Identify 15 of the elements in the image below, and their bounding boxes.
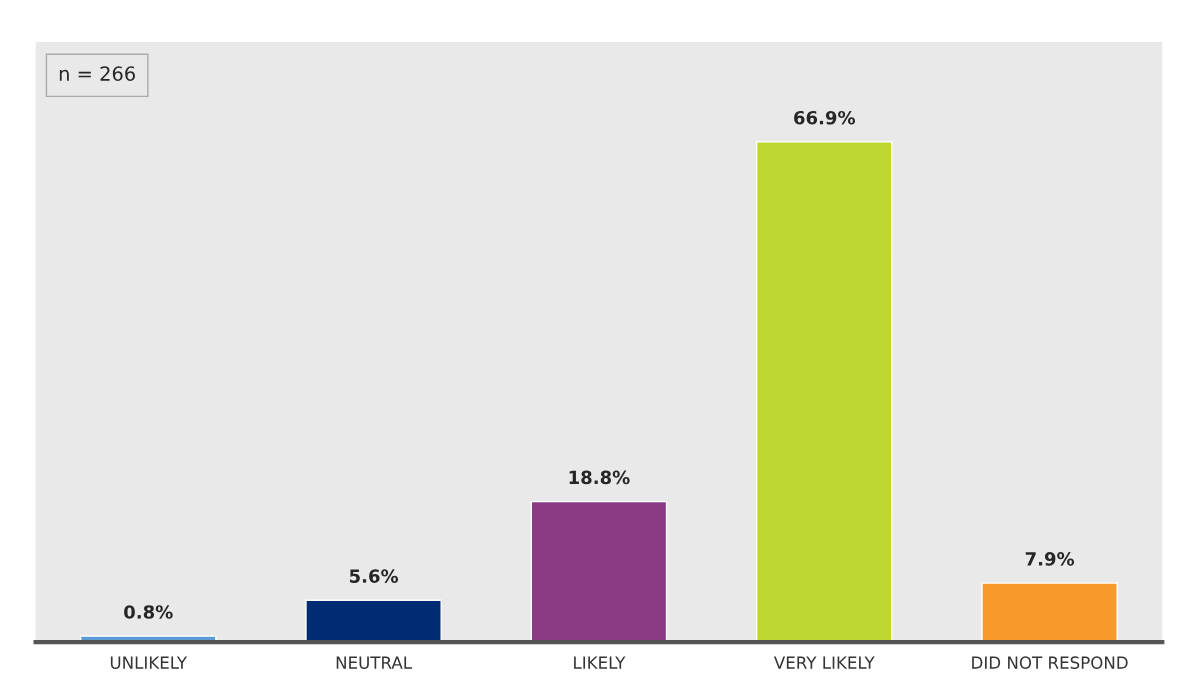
x-tick-label: UNLIKELY — [110, 656, 188, 669]
bar — [530, 500, 668, 643]
x-tick-label: DID NOT RESPOND — [972, 656, 1128, 669]
data-label: 0.8% — [124, 605, 173, 619]
bar — [981, 582, 1118, 643]
x-tick-label: VERY LIKELY — [773, 656, 875, 669]
x-tick-label: LIKELY — [574, 656, 626, 669]
data-label: 66.9% — [794, 110, 856, 125]
data-label: 7.9% — [1025, 552, 1075, 566]
data-label: 18.8% — [569, 470, 630, 485]
data-label: 5.6% — [349, 569, 399, 583]
bar — [755, 141, 893, 643]
text: n = 266 — [59, 66, 135, 81]
bar — [305, 599, 442, 643]
x-tick-label: NEUTRAL — [336, 656, 412, 669]
